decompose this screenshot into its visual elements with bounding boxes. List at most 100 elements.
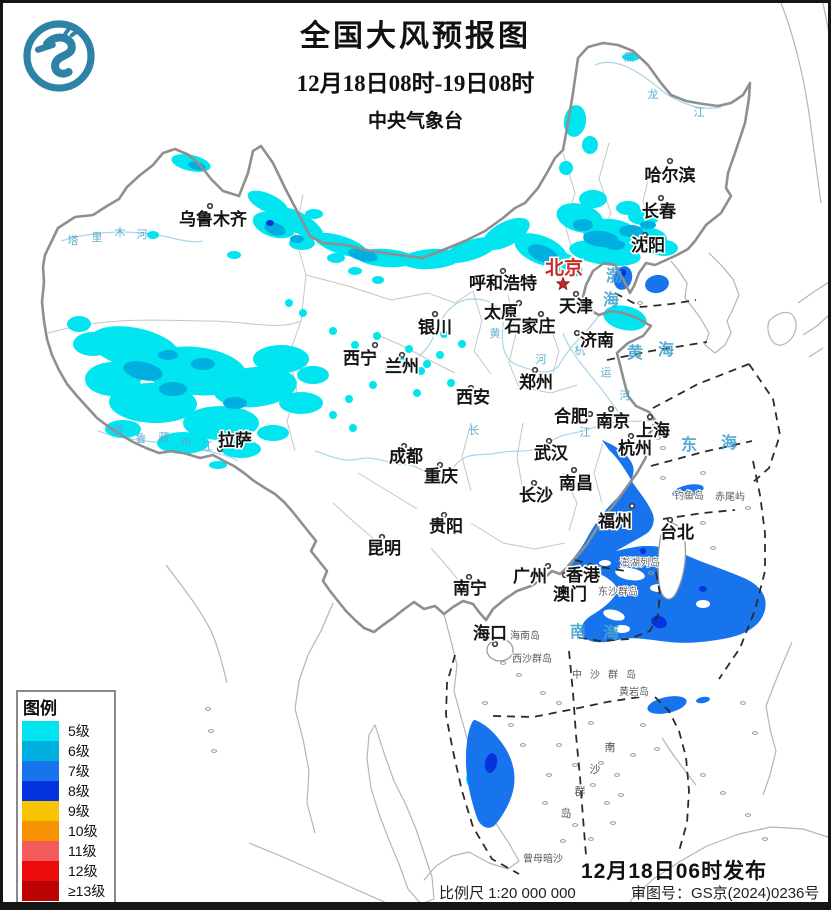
legend-swatch [22, 741, 59, 761]
legend-swatch [22, 861, 59, 881]
city-label: 澳门 [553, 584, 587, 604]
island-mark [597, 761, 605, 765]
taiwan-island [657, 522, 687, 600]
city-label: 南京 [596, 411, 630, 431]
wind-patch-5 [458, 340, 466, 348]
island-mark [761, 837, 769, 841]
river-label: 河 [536, 353, 547, 366]
city-label: 昆明 [367, 539, 401, 558]
city-label: 乌鲁木齐 [179, 209, 248, 229]
river-label: 河 [620, 389, 631, 402]
legend-swatch [22, 721, 59, 741]
patch-gap [603, 609, 625, 621]
city-label: 沈阳 [631, 235, 665, 255]
island-mark [607, 743, 615, 747]
wind-patch-6 [290, 235, 304, 243]
wind-patch-5 [650, 240, 678, 256]
wind-patch-5 [348, 267, 362, 275]
island-label: 曾母暗沙 [523, 852, 563, 865]
island-mark [636, 301, 644, 305]
wind-patch-5 [413, 389, 421, 397]
wind-patch-5 [105, 420, 141, 438]
city-label: 重庆 [424, 466, 458, 486]
city-dot [440, 511, 448, 519]
city-label: 哈尔滨 [645, 165, 696, 185]
wind-patch-6 [158, 350, 178, 360]
city-label: 贵阳 [429, 516, 463, 536]
map-scale: 比例尺 1:20 000 000 [439, 885, 576, 902]
city-dot [666, 157, 674, 165]
legend-item: 12级 [22, 861, 110, 881]
russia-outline-2 [822, 3, 828, 32]
city-dot [371, 341, 379, 349]
wind-patch-5 [297, 366, 329, 384]
legend-swatch [22, 761, 59, 781]
island-mark [499, 661, 507, 665]
wind-patch-6 [527, 244, 559, 264]
japan-outline-2 [802, 315, 828, 336]
wind-area-level8 [266, 220, 707, 773]
island-mark [210, 749, 218, 753]
river-label: 黄 [490, 326, 501, 340]
island-mark [571, 763, 579, 767]
legend-box: 图例 5级 6级 7级 8级 9级 10级 11级 12级 ≥13级 [16, 690, 116, 902]
city-dot [586, 410, 594, 418]
capital-name: 北京 [545, 256, 583, 279]
city-dot [216, 445, 224, 453]
island-mark [744, 813, 752, 817]
sea-label: 东 [681, 435, 697, 454]
river-label: 河 [137, 228, 148, 241]
river-label: 雅 [113, 423, 124, 437]
city-dot [206, 202, 214, 210]
city-dot [657, 194, 665, 202]
island-label: 南 [605, 741, 616, 754]
city-label: 福州 [597, 511, 632, 531]
sea-label: 南 [570, 622, 586, 641]
wind-patch-5 [349, 424, 357, 432]
city-dot [628, 502, 636, 510]
legend-item-label: 9级 [68, 803, 90, 819]
city-label: 银川 [418, 317, 452, 337]
legend-item-label: 6级 [68, 743, 90, 759]
legend-item: 5级 [22, 721, 110, 741]
legend-item-label: 5级 [68, 723, 90, 739]
city-label: 太原 [484, 302, 518, 322]
city-label: 拉萨 [218, 430, 252, 450]
city-label: 南宁 [453, 578, 487, 598]
island-mark [603, 801, 611, 805]
wind-patch-5 [278, 207, 324, 241]
city-dot [545, 437, 553, 445]
wind-patch-5 [279, 392, 323, 414]
island-label: 岛 [561, 806, 572, 820]
city-label: 天津 [559, 296, 593, 316]
island-mark [555, 701, 563, 705]
legend-item: 11级 [22, 841, 110, 861]
island-mark [589, 783, 597, 787]
sea-label: 海 [658, 340, 674, 359]
city-dot [570, 466, 578, 474]
legend-title: 图例 [23, 699, 57, 718]
city-label: 成都 [389, 446, 423, 466]
island-label: 海南岛 [510, 629, 540, 642]
river-label: 运 [601, 366, 612, 379]
river-label: 龙 [648, 88, 659, 101]
island-mark [541, 801, 549, 805]
wind-patch-5 [67, 316, 91, 332]
city-label: 石家庄 [504, 316, 556, 336]
wind-patch-7 [647, 696, 687, 714]
patch-gap [588, 600, 602, 608]
island-mark [545, 773, 553, 777]
russia-outline [780, 3, 822, 204]
river-label: 木 [115, 226, 126, 239]
city-label: 西安 [456, 387, 490, 407]
wind-patch-5 [227, 251, 241, 259]
city-label: 济南 [580, 330, 614, 350]
city-dot [530, 479, 538, 487]
island-mark [751, 731, 759, 735]
city-dot [641, 231, 649, 239]
island-mark [207, 729, 215, 733]
wind-patch-5 [616, 201, 640, 215]
legend-item: 9级 [22, 801, 110, 821]
